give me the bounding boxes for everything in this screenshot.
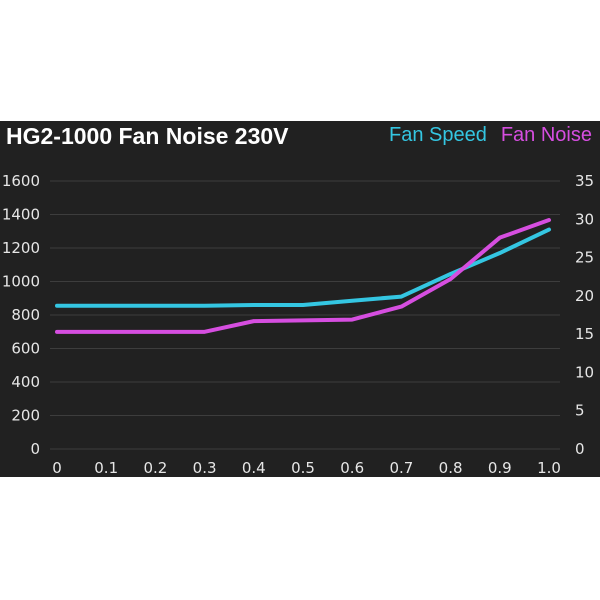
series-lines [55, 218, 551, 334]
y-left-tick-label: 1200 [2, 239, 40, 257]
series-line-fan-noise [55, 218, 551, 334]
y-right-tick-label: 5 [575, 402, 585, 420]
y-left-tick-label: 1400 [2, 206, 40, 224]
x-tick-label: 0 [52, 459, 62, 477]
x-tick-label: 1.0 [537, 459, 561, 477]
x-tick-label: 0.1 [94, 459, 118, 477]
y-right-tick-label: 10 [575, 363, 594, 381]
line-chart: 0 200 400 600 800 1000 1200 1400 1600 0 5 10 15 20 25 3… [2, 172, 594, 477]
y-left-tick-label: 1000 [2, 273, 40, 291]
y-right-tick-label: 20 [575, 287, 594, 305]
x-tick-label: 0.6 [340, 459, 364, 477]
series-line-fan-speed [55, 227, 551, 308]
x-tick-label: 0.9 [488, 459, 512, 477]
y-left-tick-label: 800 [11, 306, 40, 324]
y-left-tick-label: 400 [11, 373, 40, 391]
x-tick-label: 0.5 [291, 459, 315, 477]
y-left-tick-label: 600 [11, 340, 40, 358]
y-right-tick-label: 25 [575, 249, 594, 267]
legend: Fan Speed Fan Noise [375, 124, 592, 147]
grid [50, 180, 560, 450]
axes: 0 200 400 600 800 1000 1200 1400 1600 0 5 10 15 20 25 3… [2, 172, 594, 477]
x-tick-label: 0.8 [439, 459, 463, 477]
y-right-tick-label: 15 [575, 325, 594, 343]
chart-panel: 0 200 400 600 800 1000 1200 1400 1600 0 5 10 15 20 25 3… [0, 121, 600, 477]
y-right-tick-label: 0 [575, 440, 585, 458]
y-right-tick-label: 30 [575, 210, 594, 228]
y-left-tick-label: 0 [30, 440, 40, 458]
x-tick-label: 0.2 [143, 459, 167, 477]
y-left-tick-label: 200 [11, 407, 40, 425]
x-tick-label: 0.4 [242, 459, 266, 477]
y-right-tick-label: 35 [575, 172, 594, 190]
chart-title: HG2-1000 Fan Noise 230V [6, 123, 289, 149]
x-tick-label: 0.3 [193, 459, 217, 477]
y-left-tick-label: 1600 [2, 172, 40, 190]
x-tick-label: 0.7 [389, 459, 413, 477]
legend-fan-speed: Fan Speed [388, 124, 487, 146]
legend-fan-noise: Fan Noise [500, 124, 592, 146]
